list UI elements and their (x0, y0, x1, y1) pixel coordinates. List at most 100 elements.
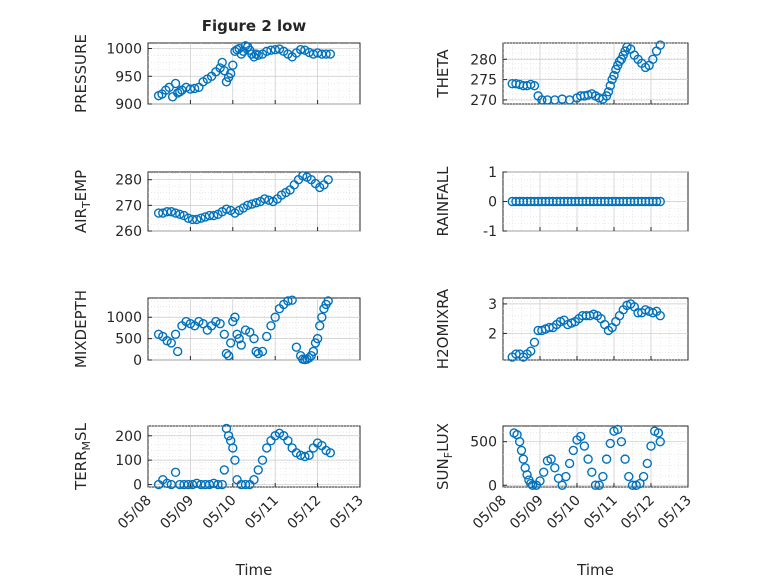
y-tick-label: 280 (115, 173, 142, 189)
data-point (251, 198, 261, 208)
data-point (283, 435, 293, 446)
x-tick-label: 05/12 (618, 493, 658, 533)
data-point (221, 77, 232, 87)
y-axis-label: PRESSURE (72, 34, 90, 113)
panel-h2omixra: 2 3 H2OMIXRA (434, 288, 689, 369)
x-tick-label: 05/13 (327, 493, 367, 533)
data-point (240, 479, 251, 490)
y-tick-label: 0 (133, 353, 142, 369)
data-point (603, 87, 614, 97)
data-point (221, 348, 232, 359)
data-point (526, 346, 536, 356)
data-point (196, 213, 206, 223)
data-point (594, 480, 604, 490)
x-tick-label: 05/10 (544, 493, 584, 533)
y-tick-label: 280 (470, 52, 497, 68)
y-axis-label: THETA (434, 49, 452, 99)
data-point (253, 465, 263, 475)
data-point (287, 295, 297, 305)
data-point (325, 49, 336, 59)
data-point (323, 174, 333, 185)
data-point (304, 450, 314, 460)
data-point (655, 196, 665, 207)
x-tick-label: 05/11 (242, 493, 282, 533)
data-point (245, 327, 255, 337)
data-point (251, 346, 261, 357)
y-tick-label: 1000 (106, 310, 142, 326)
data-point (242, 200, 253, 211)
data-point (175, 87, 185, 97)
data-point (646, 441, 656, 451)
data-point (308, 346, 319, 357)
data-point (638, 471, 649, 482)
y-tick-label: 275 (470, 73, 497, 89)
data-point (219, 465, 230, 475)
y-tick-label: 270 (470, 93, 497, 109)
data-point (590, 480, 601, 490)
data-point (249, 333, 259, 344)
x-tick-label: 05/12 (285, 493, 325, 533)
x-tick-label: 05/09 (507, 493, 547, 533)
y-tick-label: -1 (483, 224, 497, 240)
y-tick-label: 260 (115, 224, 142, 240)
data-point (526, 478, 536, 489)
data-point (259, 194, 270, 204)
data-point (321, 49, 331, 59)
panel-rainfall: -1 0 1 RAINFALL (434, 165, 689, 240)
data-point (270, 44, 280, 55)
data-point (522, 470, 532, 480)
figure-title: Figure 2 low (202, 17, 307, 35)
data-point (230, 312, 240, 322)
data-point (655, 40, 665, 50)
y-tick-label: 950 (115, 69, 142, 85)
data-point (189, 83, 200, 94)
y-tick-label: 0 (488, 195, 497, 211)
data-point (613, 424, 623, 435)
data-point (315, 321, 325, 331)
data-point (236, 49, 246, 59)
y-tick-label: 2 (488, 326, 497, 342)
data-point (262, 443, 272, 453)
data-point (579, 441, 590, 451)
y-axis-label: TERRMSL (72, 422, 93, 491)
data-point (546, 454, 556, 464)
panel-theta: 270 275 280 THETA (434, 40, 689, 109)
panel-terr-msl: 0 100 200 05/08 05/09 05/10 05/11 05/12 05/13 TER… (72, 422, 367, 579)
x-tick-label: 05/13 (655, 493, 695, 533)
data-point (209, 210, 219, 221)
data-point (223, 431, 234, 441)
data-point (257, 455, 268, 465)
data-point (172, 346, 183, 357)
data-point (175, 209, 185, 220)
data-point (291, 342, 302, 352)
data-point (192, 214, 202, 225)
data-point (598, 471, 608, 482)
y-axis-label: RAINFALL (434, 166, 452, 237)
data-point (298, 171, 308, 181)
data-point (576, 431, 586, 442)
data-point (295, 44, 306, 55)
data-point (228, 60, 238, 70)
data-point (162, 478, 172, 489)
x-tick-label: 05/11 (581, 493, 621, 533)
data-point (529, 337, 540, 347)
data-point (609, 70, 619, 81)
y-tick-label: 270 (115, 198, 142, 214)
data-point (651, 196, 662, 207)
data-point (605, 80, 615, 91)
data-point (247, 199, 257, 209)
x-tick-label: 05/10 (200, 493, 240, 533)
data-point (642, 458, 652, 469)
data-point (221, 204, 232, 214)
y-tick-label: 1000 (106, 42, 142, 58)
y-axis-label: SUNFLUX (434, 423, 455, 490)
x-tick-label: 05/08 (115, 493, 155, 533)
data-point (217, 57, 227, 68)
data-point (213, 479, 223, 490)
data-point (170, 78, 181, 89)
data-point (234, 333, 244, 344)
data-point (587, 467, 597, 477)
y-axis-label: H2OMIXRA (434, 288, 452, 369)
data-point (219, 329, 230, 340)
